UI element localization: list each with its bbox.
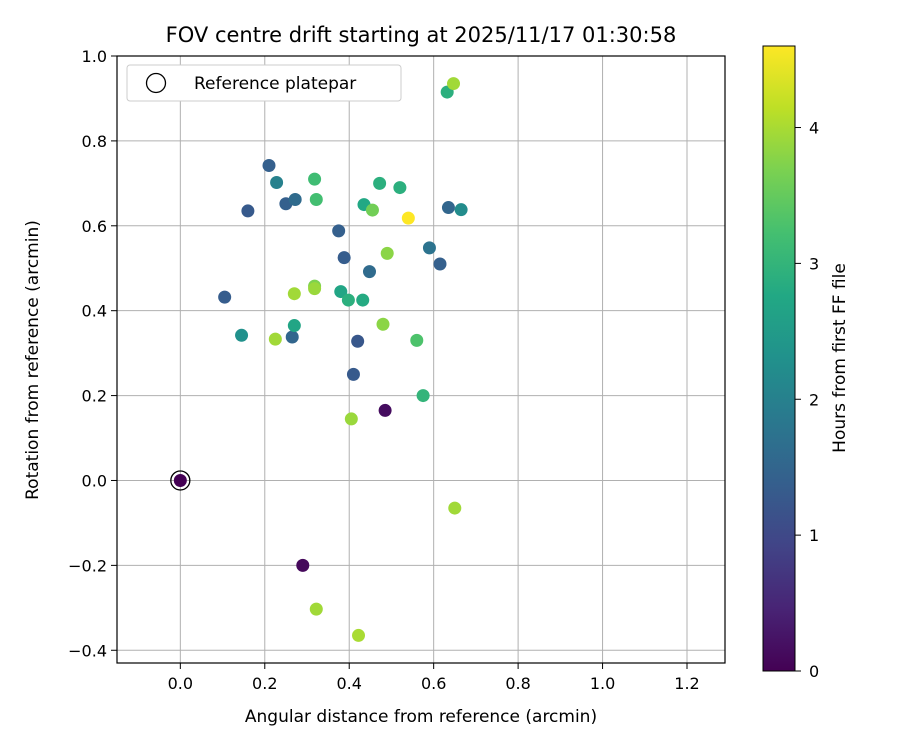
data-points [170, 77, 468, 642]
data-point [422, 241, 436, 255]
data-point [287, 287, 301, 301]
data-point [218, 290, 232, 304]
data-point [356, 293, 370, 307]
legend: Reference platepar [126, 64, 402, 102]
data-point [454, 203, 468, 217]
y-tick-label: −0.4 [68, 641, 107, 660]
colorbar-gradient [762, 45, 796, 672]
data-point [448, 501, 462, 515]
data-point [270, 175, 284, 189]
data-point [235, 328, 249, 342]
data-point [285, 330, 299, 344]
data-point [362, 265, 376, 279]
x-tick-label: 1.2 [674, 674, 699, 693]
data-point [410, 333, 424, 347]
data-point [262, 159, 276, 173]
data-point [308, 172, 322, 186]
y-axis-label: Rotation from reference (arcmin) [23, 220, 43, 500]
data-point [380, 246, 394, 260]
colorbar: 0 1 2 3 4 Hours from first FF file [762, 45, 850, 681]
y-tick-label: 0.4 [82, 302, 107, 321]
data-point [288, 192, 302, 206]
data-point [309, 192, 323, 206]
data-point [416, 389, 430, 403]
x-tick-label: 0.8 [505, 674, 530, 693]
data-point [173, 473, 187, 487]
data-point [341, 293, 355, 307]
data-point [373, 176, 387, 190]
colorbar-tick-label: 0 [809, 662, 819, 681]
data-point [337, 251, 351, 265]
data-point [241, 204, 255, 218]
colorbar-label: Hours from first FF file [830, 263, 850, 453]
data-point [332, 224, 346, 238]
data-point [401, 211, 415, 225]
data-point [393, 181, 407, 195]
data-point [287, 319, 301, 333]
grid [117, 55, 725, 663]
data-point [268, 332, 282, 346]
colorbar-tick-label: 3 [809, 254, 819, 273]
data-point [376, 317, 390, 331]
colorbar-tick-label: 2 [809, 390, 819, 409]
x-tick-label: 0.0 [168, 674, 193, 693]
y-tick-label: −0.2 [68, 556, 107, 575]
data-point [441, 201, 455, 215]
y-axis: −0.4 −0.2 0.0 0.2 0.4 0.6 0.8 1.0 [68, 47, 117, 660]
data-point [378, 403, 392, 417]
data-point [308, 282, 322, 296]
data-point [309, 602, 323, 616]
data-point [344, 412, 358, 426]
legend-box [126, 64, 402, 102]
y-tick-label: 0.0 [82, 471, 107, 490]
x-tick-label: 0.4 [336, 674, 361, 693]
y-tick-label: 1.0 [82, 47, 107, 66]
data-point [352, 628, 366, 642]
data-point [433, 257, 447, 271]
y-tick-label: 0.8 [82, 132, 107, 151]
reference-marker [170, 470, 191, 491]
chart-title: FOV centre drift starting at 2025/11/17 … [166, 23, 677, 47]
x-tick-label: 1.0 [590, 674, 615, 693]
colorbar-ticks: 0 1 2 3 4 [795, 119, 819, 681]
data-point [346, 367, 360, 381]
data-point [365, 203, 379, 217]
x-axis: 0.0 0.2 0.4 0.6 0.8 1.0 1.2 [168, 663, 700, 693]
data-point [334, 285, 348, 299]
colorbar-tick-label: 4 [809, 119, 819, 138]
colorbar-tick-label: 1 [809, 526, 819, 545]
plot-frame [116, 55, 726, 664]
data-point [296, 558, 310, 572]
x-tick-label: 0.2 [252, 674, 277, 693]
legend-marker-icon [145, 72, 167, 94]
y-tick-label: 0.2 [82, 387, 107, 406]
data-point [351, 334, 365, 348]
data-point [447, 77, 461, 91]
legend-label: Reference platepar [194, 74, 356, 94]
x-tick-label: 0.6 [421, 674, 446, 693]
x-axis-label: Angular distance from reference (arcmin) [245, 707, 597, 727]
y-tick-label: 0.6 [82, 217, 107, 236]
